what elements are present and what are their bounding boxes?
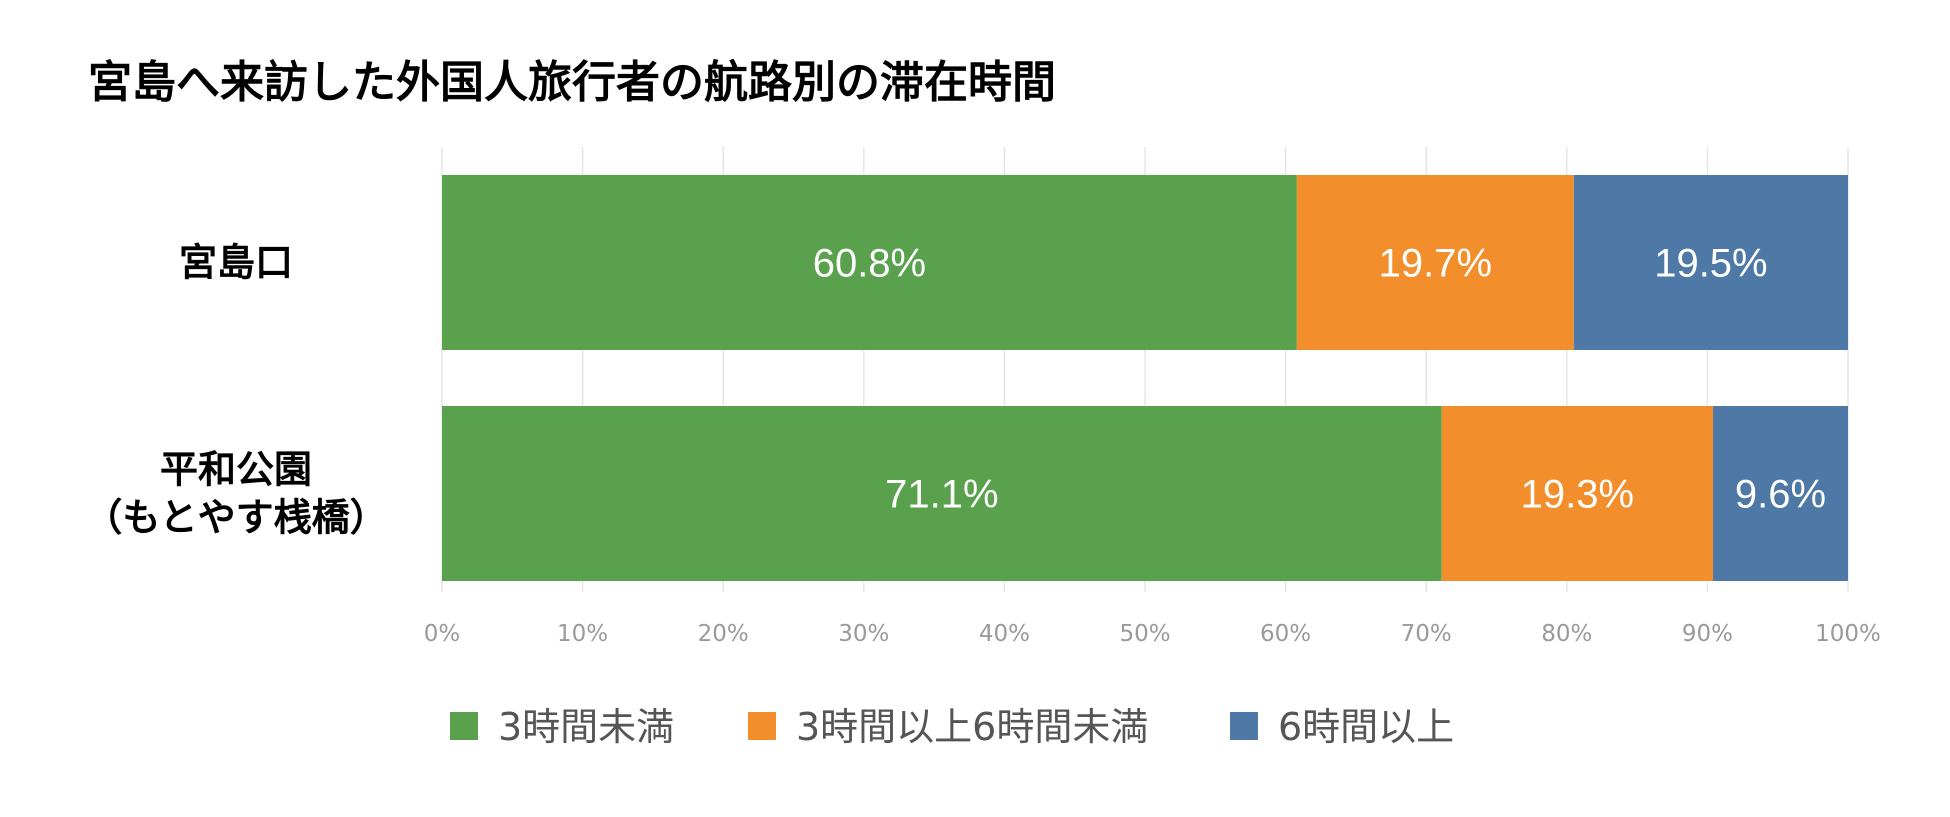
- bar-segment: [1441, 406, 1714, 581]
- bar-segment: [1296, 175, 1574, 350]
- x-tick-label: 80%: [1541, 621, 1592, 647]
- legend-item: 6時間以上: [1230, 705, 1454, 749]
- legend-label: 3時間未満: [498, 705, 674, 749]
- bar-value-label: 60.8%: [813, 242, 926, 286]
- legend-item: 3時間以上6時間未満: [748, 705, 1148, 749]
- category-label: （もとやす桟橋）: [84, 496, 387, 540]
- bar-segment: [1573, 175, 1848, 350]
- bars: 60.8% 19.7% 19.5% 71.1% 19.3% 9.6%: [442, 175, 1848, 581]
- bar-value-label: 19.7%: [1379, 242, 1492, 286]
- x-tick-label: 0%: [424, 621, 461, 647]
- x-tick-label: 70%: [1401, 621, 1452, 647]
- chart-title: 宮島へ来訪した外国人旅行者の航路別の滞在時間: [88, 57, 1056, 108]
- legend-swatch: [748, 712, 776, 740]
- bar-segment: [442, 406, 1442, 581]
- x-tick-label: 60%: [1260, 621, 1311, 647]
- x-axis-tick-labels: 0% 10% 20% 30% 40% 50% 60% 70% 80% 90% 100%: [424, 621, 1881, 647]
- bar-value-label: 19.3%: [1521, 473, 1634, 517]
- bar-value-label: 19.5%: [1654, 242, 1767, 286]
- x-tick-label: 20%: [698, 621, 749, 647]
- legend-swatch: [1230, 712, 1258, 740]
- legend-swatch: [450, 712, 478, 740]
- legend-label: 3時間以上6時間未満: [796, 705, 1148, 749]
- bar-segment: [1713, 406, 1848, 581]
- x-tick-label: 30%: [838, 621, 889, 647]
- category-label: 平和公園: [160, 448, 312, 492]
- category-label: 宮島口: [179, 241, 293, 285]
- legend: 3時間未満 3時間以上6時間未満 6時間以上: [450, 705, 1454, 749]
- x-tick-label: 100%: [1815, 621, 1881, 647]
- x-tick-label: 10%: [557, 621, 608, 647]
- bar-value-label: 71.1%: [885, 473, 998, 517]
- x-tick-label: 90%: [1682, 621, 1733, 647]
- legend-item: 3時間未満: [450, 705, 674, 749]
- bar-segment: [442, 175, 1297, 350]
- x-tick-label: 50%: [1119, 621, 1170, 647]
- legend-label: 6時間以上: [1278, 705, 1454, 749]
- x-tick-label: 40%: [979, 621, 1030, 647]
- bar-value-label: 9.6%: [1735, 473, 1826, 517]
